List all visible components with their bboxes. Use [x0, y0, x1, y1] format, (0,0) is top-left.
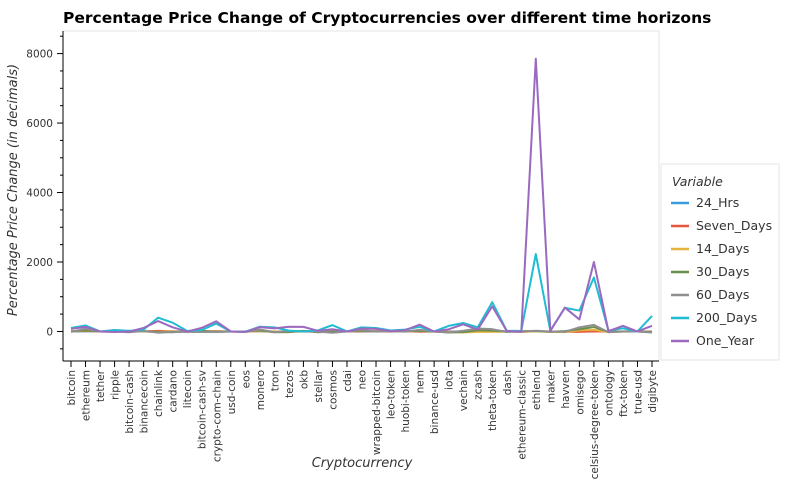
- y-tick-label: 8000: [26, 49, 53, 61]
- x-tick-label: zcash: [473, 370, 485, 400]
- x-tick-label: stellar: [313, 369, 325, 402]
- x-tick-label: bitcoin-cash: [124, 370, 136, 434]
- x-tick-label: havven: [560, 370, 572, 409]
- x-tick-label: celsius-degree-token: [589, 370, 601, 479]
- legend-label: One_Year: [696, 333, 755, 348]
- x-tick-label: tron: [269, 370, 281, 391]
- x-tick-label: tether: [95, 369, 107, 402]
- x-tick-label: wrapped-bitcoin: [371, 370, 383, 455]
- legend-label: 24_Hrs: [696, 195, 739, 210]
- legend: Variable 24_Hrs Seven_Days 14_Days 30_Days 6…: [661, 164, 779, 360]
- x-tick-label: digibyte: [647, 370, 659, 413]
- x-tick-label: ripple: [110, 370, 122, 400]
- x-tick-label: ethereum: [81, 370, 93, 421]
- legend-label: Seven_Days: [696, 218, 772, 233]
- legend-label: 14_Days: [696, 241, 749, 256]
- x-tick-label: binancecoin: [139, 370, 151, 433]
- legend-box: [661, 164, 779, 360]
- x-tick-label: monero: [255, 370, 267, 410]
- x-tick-label: theta-token: [487, 370, 499, 431]
- x-axis-label: Cryptocurrency: [312, 456, 413, 471]
- x-tick-label: neo: [357, 370, 369, 390]
- x-tick-label: eos: [240, 370, 252, 388]
- y-tick-label: 0: [46, 326, 53, 338]
- chart-title: Percentage Price Change of Cryptocurrenc…: [63, 9, 711, 27]
- x-tick-label: bitcoin: [66, 370, 78, 405]
- x-tick-label: ethereum-classic: [516, 370, 528, 460]
- x-tick-label: nem: [415, 370, 427, 393]
- x-tick-label: usd-coin: [226, 370, 238, 414]
- x-tick-label: cosmos: [327, 370, 339, 410]
- x-tick-label: litecoin: [182, 370, 194, 408]
- y-tick-label: 6000: [26, 118, 53, 130]
- x-tick-label: crypto-com-chain: [211, 370, 223, 462]
- legend-title: Variable: [672, 174, 723, 189]
- x-tick-label: omisego: [574, 370, 586, 415]
- x-tick-label: ethlend: [531, 370, 543, 410]
- x-tick-label: okb: [298, 370, 310, 390]
- y-axis-label: Percentage Price Change (in decimals): [6, 64, 21, 316]
- x-tick-label: bitcoin-cash-sv: [197, 370, 209, 449]
- x-tick-label: ontology: [603, 370, 615, 416]
- x-tick-label: ftx-token: [618, 370, 630, 417]
- x-tick-label: iota: [444, 370, 456, 390]
- y-tick-label: 4000: [26, 188, 53, 200]
- legend-label: 60_Days: [696, 287, 749, 302]
- legend-label: 30_Days: [696, 264, 749, 279]
- x-tick-label: dash: [502, 370, 514, 395]
- x-tick-label: cardano: [168, 370, 180, 413]
- y-tick-label: 2000: [26, 257, 53, 269]
- legend-label: 200_Days: [696, 310, 757, 325]
- x-tick-label: huobi-token: [400, 370, 412, 432]
- x-tick-label: tezos: [284, 370, 296, 398]
- x-tick-label: leo-token: [386, 370, 398, 419]
- x-tick-label: cdai: [342, 370, 354, 392]
- x-tick-label: true-usd: [632, 370, 644, 414]
- x-tick-label: chainlink: [153, 369, 165, 417]
- x-tick-label: binance-usd: [429, 370, 441, 434]
- y-axis: 0 2000 4000 6000 8000: [26, 31, 63, 361]
- x-tick-label: maker: [545, 369, 557, 403]
- x-tick-label: vechain: [458, 370, 470, 411]
